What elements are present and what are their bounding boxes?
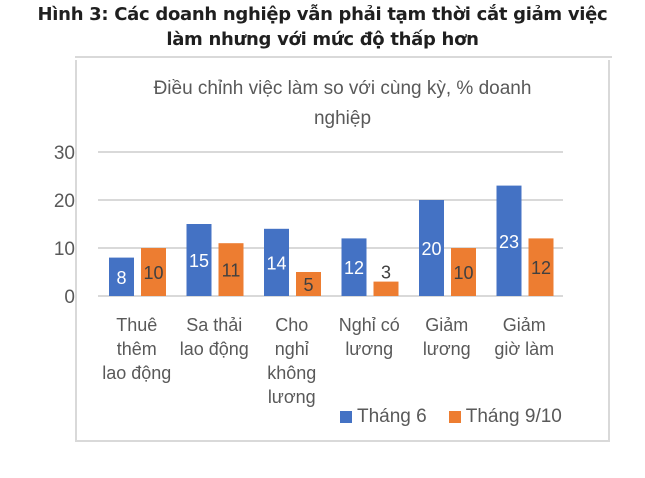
bar (296, 272, 321, 296)
legend-swatch-blue (340, 411, 352, 423)
data-label: 10 (453, 263, 473, 283)
bar (373, 281, 399, 296)
data-label: 12 (344, 258, 364, 278)
bar (496, 185, 522, 296)
x-tick-label: lương (268, 387, 316, 407)
legend-swatch-orange (448, 411, 461, 423)
bar (218, 243, 244, 296)
data-label: 8 (116, 268, 126, 288)
bar (109, 257, 134, 296)
figure-title: Hình 3: Các doanh nghiệp vẫn phải tạm th… (0, 2, 645, 52)
data-label: 15 (189, 251, 209, 271)
x-tick-label: lao động (180, 339, 249, 359)
data-label: 12 (531, 258, 551, 278)
chart-title-line-1: Điều chỉnh việc làm so với cùng kỳ, % do… (153, 78, 532, 99)
bar (264, 228, 289, 296)
x-tick-label: Giảm (425, 315, 468, 335)
bar (186, 224, 212, 296)
data-label: 20 (421, 239, 441, 259)
chart-title: Điều chỉnh việc làm so với cùng kỳ, % do… (75, 74, 610, 134)
x-tick-label: Thuê (116, 315, 157, 335)
x-tick-label: Giảm (503, 315, 546, 335)
bar (341, 238, 367, 296)
bar (419, 200, 444, 296)
data-label: 10 (143, 263, 163, 283)
figure-title-line-2: làm nhưng với mức độ thấp hơn (166, 29, 479, 50)
x-tick-label: giờ làm (494, 339, 554, 359)
chart-top-border (75, 56, 612, 58)
data-label: 11 (222, 261, 241, 281)
figure-title-line-1: Hình 3: Các doanh nghiệp vẫn phải tạm th… (37, 4, 608, 25)
y-tick-label: 20 (54, 191, 75, 212)
data-label: 5 (303, 275, 313, 295)
bar (141, 248, 166, 296)
x-tick-label: Cho (275, 315, 308, 335)
chart-title-line-2: nghiệp (313, 108, 372, 129)
chart-frame (75, 60, 610, 442)
x-tick-label: thêm (117, 339, 157, 359)
x-tick-label: lương (423, 339, 471, 359)
legend: Tháng 6 Tháng 9/10 (340, 406, 562, 428)
x-tick-label: lao động (102, 363, 171, 383)
bar (451, 248, 476, 296)
legend-item-thang-9-10: Tháng 9/10 (448, 406, 562, 428)
y-tick-label: 30 (54, 143, 75, 164)
data-label: 23 (499, 232, 519, 252)
bar (528, 238, 554, 296)
x-tick-label: không (267, 363, 316, 383)
x-tick-label: nghỉ (275, 339, 309, 359)
legend-label: Tháng 6 (357, 406, 427, 427)
data-label: 3 (381, 263, 391, 283)
y-tick-label: 0 (64, 287, 75, 308)
x-tick-label: Nghỉ có (339, 315, 400, 335)
x-tick-label: lương (345, 339, 393, 359)
legend-label: Tháng 9/10 (465, 406, 562, 427)
y-tick-label: 10 (54, 239, 75, 260)
legend-item-thang-6: Tháng 6 (340, 406, 427, 428)
x-tick-label: Sa thải (186, 315, 242, 335)
data-label: 14 (266, 253, 286, 273)
